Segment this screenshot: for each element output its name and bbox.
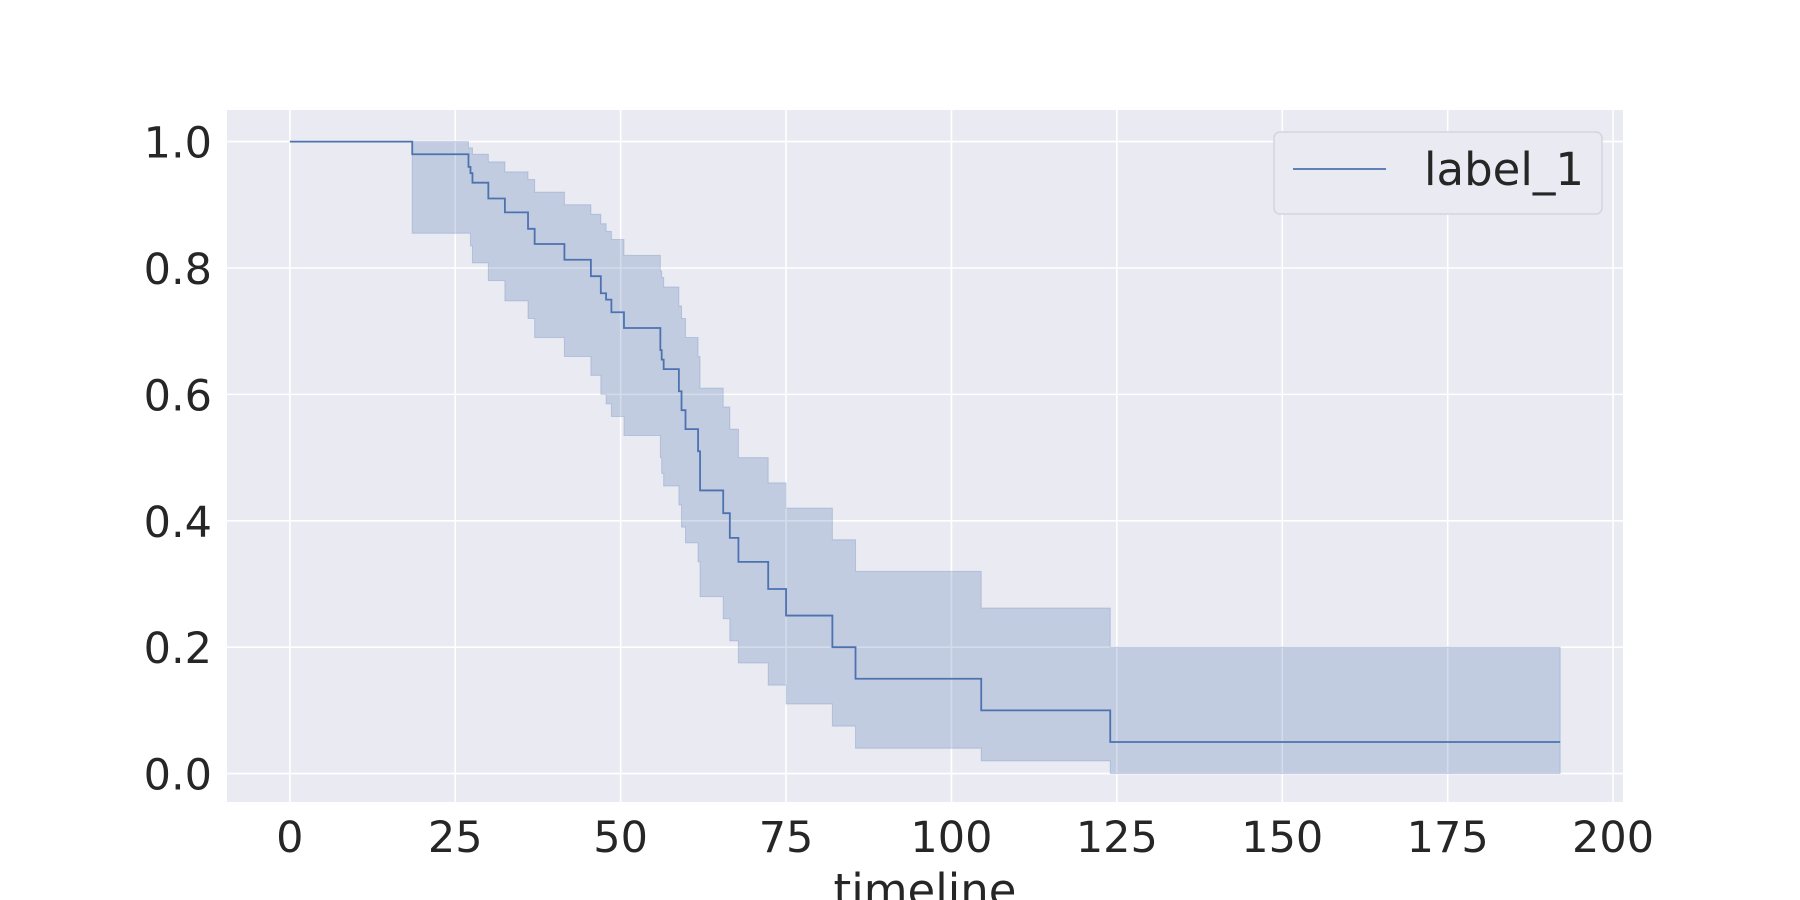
y-tick-label: 0.2 [144, 624, 212, 674]
legend: label_1 [1273, 131, 1603, 215]
plot-background [227, 110, 1623, 802]
x-tick-label: 125 [1076, 813, 1158, 863]
y-tick-label: 1.0 [144, 119, 212, 169]
legend-box [1273, 131, 1603, 215]
x-tick-label: 100 [910, 813, 992, 863]
legend-label: label_1 [1424, 143, 1584, 196]
y-tick-label: 0.0 [144, 751, 212, 801]
x-tick-label: 0 [276, 813, 303, 863]
y-tick-labels: 0.0 0.2 0.4 0.6 0.8 1.0 [144, 119, 212, 801]
x-tick-label: 50 [593, 813, 648, 863]
x-tick-label: 25 [428, 813, 483, 863]
y-tick-label: 0.4 [144, 498, 212, 548]
y-tick-label: 0.8 [144, 245, 212, 295]
grid-lines [227, 110, 1623, 802]
x-tick-label: 175 [1407, 813, 1489, 863]
y-tick-label: 0.6 [144, 371, 212, 421]
x-axis-label: timeline [834, 864, 1017, 900]
x-tick-labels: 0 25 50 75 100 125 150 175 200 [276, 813, 1654, 863]
x-tick-label: 200 [1572, 813, 1654, 863]
x-tick-label: 75 [759, 813, 814, 863]
survival-line [289, 140, 1561, 743]
survival-lines [289, 140, 1561, 743]
x-tick-label: 150 [1241, 813, 1323, 863]
